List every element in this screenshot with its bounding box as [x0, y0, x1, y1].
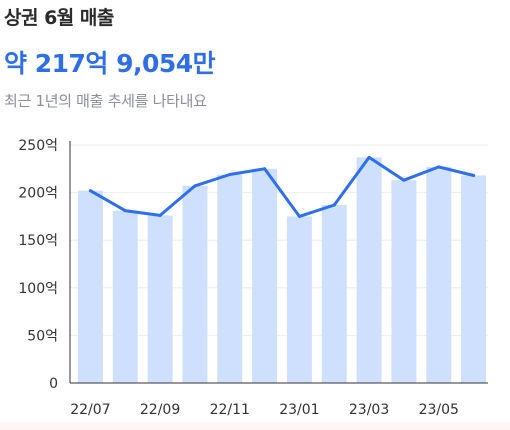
trend-line-group	[88, 155, 476, 218]
bottom-divider	[0, 422, 510, 430]
x-tick-label: 23/05	[419, 402, 459, 418]
trend-point	[228, 173, 232, 177]
trend-point	[367, 155, 371, 159]
y-tick-label: 0	[49, 376, 58, 392]
bar-22/09	[147, 215, 173, 383]
trend-point	[88, 189, 92, 193]
y-tick-label: 200억	[18, 186, 58, 202]
bar-23/04	[391, 180, 417, 383]
x-tick-label: 22/07	[70, 402, 110, 418]
bars	[77, 157, 487, 383]
y-tick-label: 150억	[18, 233, 58, 249]
trend-point	[297, 214, 301, 218]
bar-23/05	[426, 166, 452, 383]
grid-lines	[70, 144, 488, 336]
sales-amount: 약 217억 9,054만	[4, 49, 216, 78]
bar-23/03	[356, 157, 382, 383]
y-tick-label: 250억	[18, 138, 58, 154]
bar-22/07	[77, 190, 103, 383]
bar-22/10	[182, 185, 208, 383]
x-tick-label: 23/03	[349, 402, 389, 418]
trend-point	[123, 209, 127, 213]
trend-point	[332, 203, 336, 207]
x-tick-label: 22/11	[210, 402, 250, 418]
bar-23/01	[286, 216, 312, 383]
trend-point	[193, 184, 197, 188]
bar-22/12	[252, 168, 278, 383]
trend-point	[263, 167, 267, 171]
y-tick-labels: 0 50억 100억 150억 200억 250억	[18, 138, 58, 392]
x-tick-labels: 22/07 22/09 22/11 23/01 23/03 23/05	[70, 402, 459, 418]
x-tick-label: 23/01	[279, 402, 319, 418]
trend-line	[88, 155, 476, 218]
bar-22/08	[112, 210, 138, 383]
page-title: 상권 6월 매출	[4, 7, 114, 29]
y-tick-label: 50억	[27, 328, 58, 344]
y-tick-label: 100억	[18, 281, 58, 297]
trend-point	[402, 178, 406, 182]
bar-23/06	[461, 175, 487, 383]
chart-subtitle: 최근 1년의 매출 추세를 나타내요	[4, 92, 207, 110]
bar-22/11	[217, 174, 243, 383]
trend-point	[472, 173, 476, 177]
bar-23/02	[321, 204, 347, 383]
trend-point	[158, 213, 162, 217]
x-tick-label: 22/09	[140, 402, 180, 418]
axes	[69, 141, 488, 384]
trend-point	[437, 165, 441, 169]
